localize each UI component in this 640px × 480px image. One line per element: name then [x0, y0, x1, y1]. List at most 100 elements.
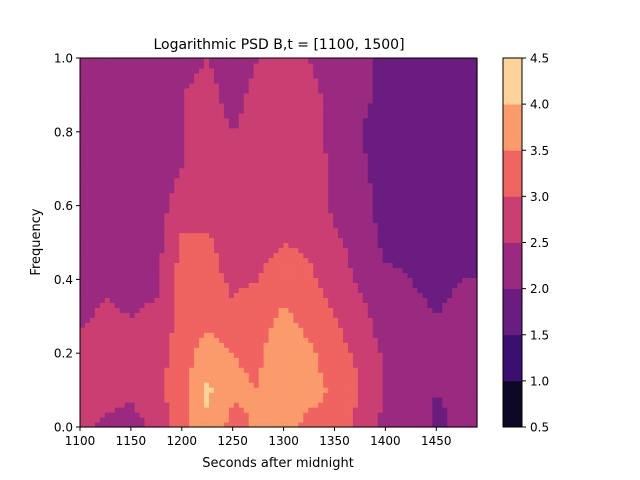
contour-cell: [228, 162, 235, 169]
contour-cell: [159, 167, 165, 174]
contour-cell: [377, 267, 384, 274]
contour-cell: [382, 287, 389, 293]
contour-cell: [169, 87, 175, 94]
contour-cell: [209, 162, 215, 169]
contour-cell: [288, 77, 294, 84]
contour-cell: [204, 97, 210, 104]
contour-cell: [343, 412, 349, 418]
contour-cell: [253, 322, 260, 328]
contour-cell: [352, 262, 359, 269]
contour-cell: [283, 277, 290, 283]
contour-cell: [174, 307, 180, 313]
contour-cell: [109, 392, 116, 398]
contour-cell: [104, 212, 111, 219]
contour-cell: [347, 362, 354, 368]
contour-cell: [204, 92, 210, 99]
contour-cell: [278, 307, 285, 313]
contour-cell: [407, 58, 414, 64]
contour-cell: [149, 307, 156, 313]
contour-cell: [80, 152, 86, 159]
contour-cell: [243, 92, 250, 99]
contour-cell: [328, 227, 334, 234]
contour-cell: [164, 58, 170, 64]
contour-cell: [209, 277, 215, 283]
contour-cell: [248, 222, 255, 229]
contour-cell: [387, 267, 394, 274]
contour-cell: [283, 77, 290, 84]
contour-cell: [328, 282, 334, 288]
contour-cell: [94, 67, 101, 74]
contour-cell: [218, 97, 225, 104]
contour-cell: [119, 232, 126, 239]
contour-cell: [283, 317, 290, 323]
contour-cell: [80, 392, 86, 398]
contour-cell: [159, 377, 165, 383]
contour-cell: [243, 337, 250, 343]
contour-cell: [338, 402, 344, 408]
contour-cell: [367, 137, 374, 144]
contour-cell: [387, 82, 394, 89]
contour-cell: [318, 67, 324, 74]
contour-cell: [273, 177, 280, 184]
contour-cell: [129, 192, 136, 199]
contour-cell: [199, 58, 205, 64]
contour-cell: [149, 327, 156, 333]
contour-cell: [278, 352, 285, 358]
contour-cell: [174, 242, 180, 249]
contour-cell: [367, 67, 374, 74]
contour-cell: [362, 307, 369, 313]
contour-cell: [318, 257, 324, 264]
contour-cell: [357, 58, 364, 64]
contour-cell: [223, 217, 230, 224]
contour-cell: [298, 307, 304, 313]
contour-cell: [99, 197, 106, 204]
contour-cell: [253, 167, 260, 174]
contour-cell: [318, 247, 324, 254]
contour-cell: [233, 377, 240, 383]
contour-cell: [174, 422, 180, 428]
contour-cell: [313, 247, 319, 254]
contour-cell: [338, 82, 344, 89]
contour-cell: [352, 242, 359, 249]
contour-cell: [328, 392, 334, 398]
contour-cell: [263, 212, 270, 219]
contour-cell: [357, 132, 364, 139]
contour-cell: [343, 237, 349, 244]
contour-cell: [179, 112, 185, 119]
contour-cell: [278, 277, 285, 283]
contour-cell: [144, 142, 151, 149]
contour-cell: [80, 107, 86, 114]
contour-cell: [124, 237, 131, 244]
contour-cell: [323, 422, 329, 428]
contour-cell: [94, 407, 101, 413]
contour-cell: [387, 297, 394, 303]
contour-cell: [213, 337, 220, 343]
contour-cell: [238, 217, 245, 224]
contour-cell: [338, 372, 344, 378]
contour-cell: [228, 357, 235, 363]
contour-cell: [80, 137, 86, 144]
contour-cell: [382, 352, 389, 358]
contour-cell: [134, 192, 141, 199]
contour-cell: [338, 282, 344, 288]
contour-cell: [347, 107, 354, 114]
contour-cell: [323, 242, 329, 249]
contour-cell: [268, 317, 275, 323]
contour-cell: [288, 332, 294, 338]
contour-cell: [323, 312, 329, 318]
contour-cell: [228, 172, 235, 179]
contour-cell: [377, 192, 384, 199]
contour-cell: [288, 397, 294, 403]
contour-cell: [149, 392, 156, 398]
contour-cell: [223, 207, 230, 214]
contour-cell: [253, 252, 260, 259]
contour-cell: [159, 107, 165, 114]
contour-cell: [313, 337, 319, 343]
contour-cell: [248, 367, 255, 373]
contour-cell: [169, 137, 175, 144]
contour-cell: [238, 282, 245, 288]
contour-cell: [253, 272, 260, 279]
contour-cell: [184, 172, 190, 179]
contour-cell: [164, 287, 170, 293]
contour-cell: [248, 357, 255, 363]
